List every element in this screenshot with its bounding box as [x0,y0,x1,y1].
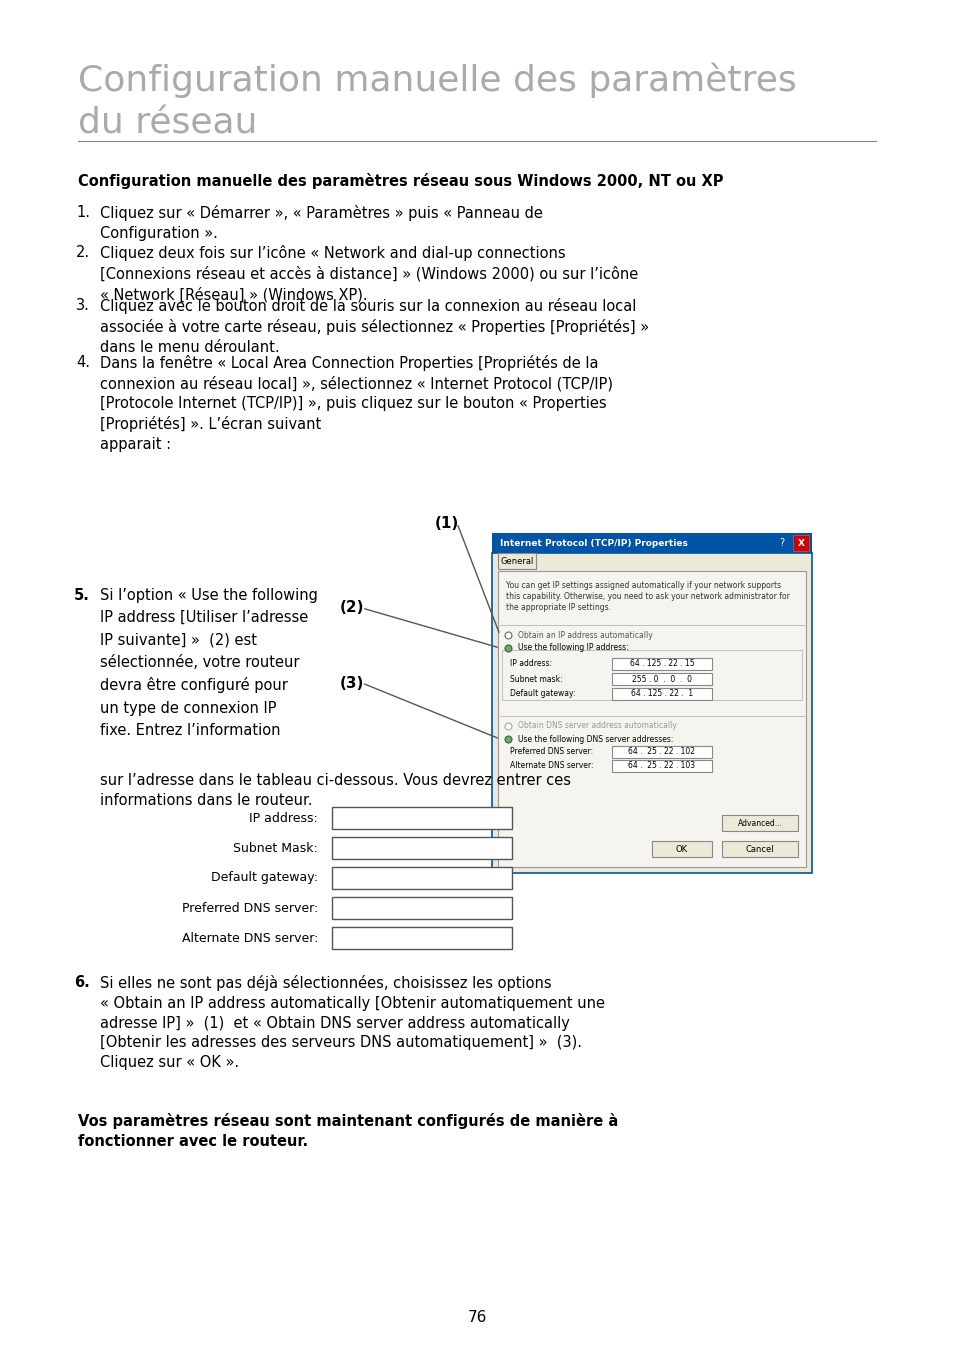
Text: Cliquez deux fois sur l’icône « Network and dial-up connections
[Connexions rése: Cliquez deux fois sur l’icône « Network … [100,245,638,303]
FancyBboxPatch shape [612,673,711,686]
FancyBboxPatch shape [492,553,811,872]
FancyBboxPatch shape [721,841,797,857]
Text: Vos paramètres réseau sont maintenant configurés de manière à
fonctionner avec l: Vos paramètres réseau sont maintenant co… [78,1114,618,1149]
Text: 64 . 125 . 22 .  1: 64 . 125 . 22 . 1 [630,690,692,698]
Text: Dans la fenêtre « Local Area Connection Properties [Propriétés de la
connexion a: Dans la fenêtre « Local Area Connection … [100,354,613,453]
Text: (1): (1) [435,515,458,530]
FancyBboxPatch shape [501,650,801,701]
Text: Alternate DNS server:: Alternate DNS server: [181,931,317,945]
Text: Cliquez avec le bouton droit de la souris sur la connexion au réseau local
assoc: Cliquez avec le bouton droit de la souri… [100,298,648,354]
Text: Configuration manuelle des paramètres: Configuration manuelle des paramètres [78,63,796,98]
Text: 4.: 4. [76,354,90,369]
Text: 2.: 2. [76,245,90,260]
FancyBboxPatch shape [612,688,711,701]
FancyBboxPatch shape [492,533,811,553]
Text: 255 . 0  .  0  .  0: 255 . 0 . 0 . 0 [631,675,691,683]
Text: ?: ? [779,538,783,548]
Text: (3): (3) [339,676,364,691]
FancyBboxPatch shape [651,841,711,857]
Text: 64 .  25 . 22 . 102: 64 . 25 . 22 . 102 [628,747,695,756]
FancyBboxPatch shape [332,927,512,949]
Text: sur l’adresse dans le tableau ci-dessous. Vous devrez entrer ces
informations da: sur l’adresse dans le tableau ci-dessous… [100,773,571,808]
Text: Cliquez sur « Démarrer », « Paramètres » puis « Panneau de
Configuration ».: Cliquez sur « Démarrer », « Paramètres »… [100,204,542,241]
FancyBboxPatch shape [497,571,805,867]
Text: du réseau: du réseau [78,106,257,140]
Text: X: X [797,538,803,548]
Text: Alternate DNS server:: Alternate DNS server: [510,762,593,770]
Text: 5.: 5. [74,587,90,602]
Text: Subnet mask:: Subnet mask: [510,675,562,683]
Text: Advanced...: Advanced... [737,819,781,827]
Text: 76: 76 [467,1310,486,1325]
Text: (2): (2) [339,601,364,616]
Text: Preferred DNS server:: Preferred DNS server: [182,901,317,915]
Text: General: General [499,556,533,566]
Text: Use the following IP address:: Use the following IP address: [517,643,628,653]
Text: 64 .  25 . 22 . 103: 64 . 25 . 22 . 103 [628,762,695,770]
FancyBboxPatch shape [792,536,808,551]
FancyBboxPatch shape [612,746,711,758]
FancyBboxPatch shape [332,897,512,919]
Text: Subnet Mask:: Subnet Mask: [233,841,317,855]
Text: Internet Protocol (TCP/IP) Properties: Internet Protocol (TCP/IP) Properties [499,538,687,548]
Text: 64 . 125 . 22 . 15: 64 . 125 . 22 . 15 [629,660,694,668]
Text: Obtain an IP address automatically: Obtain an IP address automatically [517,631,652,639]
Text: IP address:: IP address: [249,811,317,825]
Text: Si l’option « Use the following
IP address [Utiliser l’adresse
IP suivante] »  (: Si l’option « Use the following IP addre… [100,587,317,737]
Text: 3.: 3. [76,298,90,313]
FancyBboxPatch shape [612,658,711,671]
FancyBboxPatch shape [721,815,797,831]
Text: You can get IP settings assigned automatically if your network supports
this cap: You can get IP settings assigned automat… [505,581,789,612]
FancyBboxPatch shape [332,807,512,829]
Text: Default gateway:: Default gateway: [510,690,575,698]
Text: Si elles ne sont pas déjà sélectionnées, choisissez les options
« Obtain an IP a: Si elles ne sont pas déjà sélectionnées,… [100,975,604,1070]
Text: Configuration manuelle des paramètres réseau sous Windows 2000, NT ou XP: Configuration manuelle des paramètres ré… [78,173,722,189]
Text: Obtain DNS server address automatically: Obtain DNS server address automatically [517,721,677,731]
Text: 6.: 6. [74,975,90,990]
Text: Default gateway:: Default gateway: [211,871,317,885]
FancyBboxPatch shape [612,761,711,771]
Text: Cancel: Cancel [745,845,774,853]
FancyBboxPatch shape [332,837,512,859]
FancyBboxPatch shape [497,553,536,568]
Text: 1.: 1. [76,204,90,219]
Text: Preferred DNS server:: Preferred DNS server: [510,747,593,756]
FancyBboxPatch shape [332,867,512,889]
Text: OK: OK [676,845,687,853]
Text: Use the following DNS server addresses:: Use the following DNS server addresses: [517,735,673,743]
Text: IP address:: IP address: [510,660,552,668]
